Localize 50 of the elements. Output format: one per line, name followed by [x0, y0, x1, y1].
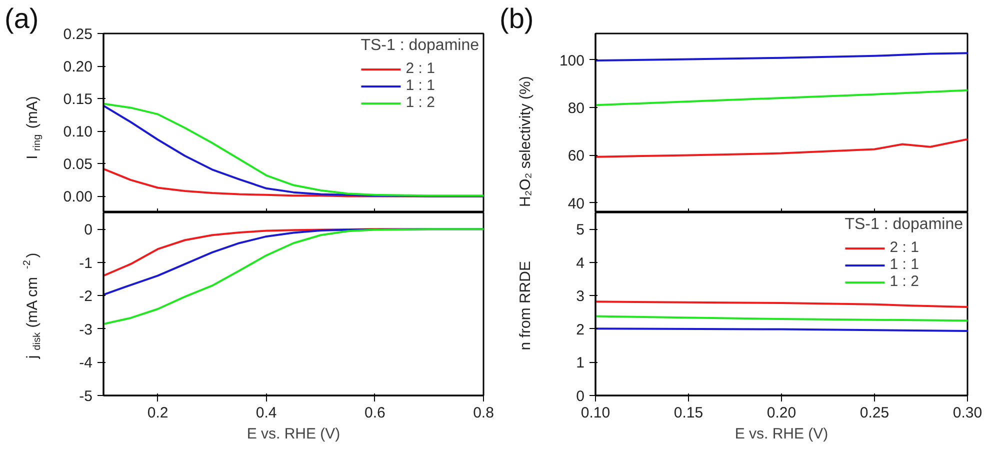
y-tick-label: 0.05 [63, 156, 93, 174]
y-tick-label: 80 [568, 100, 585, 117]
y-tick-label: 100 [559, 52, 585, 70]
y-tick-label: 3 [576, 288, 584, 306]
y-tick-label: 40 [568, 195, 585, 212]
y-tick-label: 0.15 [63, 91, 93, 108]
x-tick-label: 0.8 [473, 404, 494, 422]
y-tick-label: 0.10 [63, 124, 93, 141]
x-axis-title: E vs. RHE (V) [734, 426, 828, 442]
legend-label: 2 : 1 [406, 60, 435, 77]
y-tick-label: -1 [79, 254, 93, 272]
line-series [596, 89, 968, 106]
x-tick-label: 0.20 [766, 404, 796, 422]
legend-title: TS-1 : dopamine [360, 37, 479, 55]
x-tick-label: 0.15 [674, 404, 704, 422]
legend-label: 1 : 2 [406, 94, 435, 111]
line-series [596, 52, 968, 62]
y-tick-label: 60 [568, 148, 585, 165]
legend-label: 1 : 2 [890, 273, 919, 290]
text: (b) [500, 3, 534, 34]
line-series [596, 138, 968, 158]
line-series [104, 228, 484, 325]
y-tick-label: 0.00 [63, 188, 93, 206]
y-axis-title: H₂O₂ selectivity (%) [517, 76, 534, 207]
x-tick-label: 0.30 [952, 404, 982, 422]
y-tick-label: -3 [79, 321, 93, 338]
legend-label: 1 : 1 [890, 256, 919, 273]
legend-label: 2 : 1 [890, 239, 919, 256]
text: (a) [4, 3, 39, 34]
y-tick-label: -5 [79, 388, 93, 405]
legend-title: TS-1 : dopamine [844, 216, 963, 234]
x-tick-label: 0.25 [860, 404, 890, 422]
y-tick-label: 4 [576, 254, 584, 272]
x-tick-label: 0.2 [147, 404, 168, 422]
y-axis-title: n from RRDE [517, 261, 534, 350]
x-axis-title: E vs. RHE (V) [246, 426, 340, 442]
x-tick-label: 0.4 [256, 404, 277, 422]
y-tick-label: 1 [576, 354, 584, 372]
y-tick-label: 2 [576, 321, 584, 338]
y-tick-label: 0 [576, 388, 584, 405]
y-tick-label: -4 [79, 354, 93, 372]
legend-label: 1 : 1 [406, 77, 435, 94]
y-axis-title: jdisk (mA cm-2) [22, 252, 43, 360]
y-axis-title: Iring (mA) [24, 96, 43, 160]
y-tick-label: 0.25 [63, 26, 93, 43]
y-tick-label: -2 [79, 288, 93, 306]
y-tick-label: 5 [576, 222, 584, 239]
x-tick-label: 0.6 [364, 404, 386, 422]
y-tick-label: 0.20 [63, 58, 93, 76]
y-tick-label: 0 [84, 222, 92, 239]
